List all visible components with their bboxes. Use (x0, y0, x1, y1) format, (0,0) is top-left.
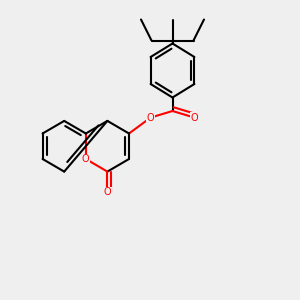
Text: O: O (103, 187, 111, 197)
Text: O: O (147, 112, 154, 123)
Text: O: O (190, 112, 198, 123)
Text: O: O (82, 154, 90, 164)
